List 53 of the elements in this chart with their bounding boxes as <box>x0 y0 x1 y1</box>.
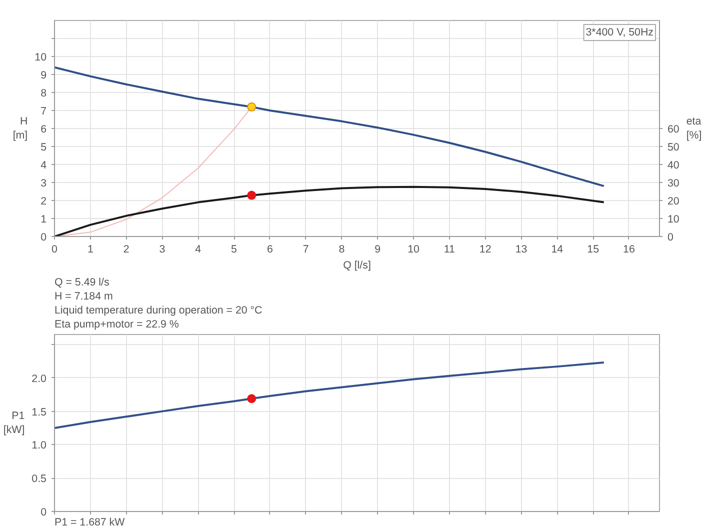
y-tick-label: 2.0 <box>32 372 47 385</box>
x-tick-label: 16 <box>623 244 635 256</box>
x-tick-label: 9 <box>374 244 381 256</box>
y2-tick-label: 20 <box>668 196 680 208</box>
y-tick-label: 0 <box>40 232 47 244</box>
line-series <box>54 66 605 188</box>
x-axis-title: Q [l/s] <box>343 260 371 272</box>
x-tick-label: 13 <box>515 244 528 256</box>
x-tick-label: 6 <box>266 244 273 256</box>
y-tick-label: 6 <box>40 124 47 136</box>
x-tick-label: 4 <box>195 244 202 256</box>
y-axis-title: P1 [kW] <box>3 410 25 436</box>
y-tick-label: 8 <box>40 88 47 100</box>
y2-tick-label: 60 <box>668 124 680 136</box>
annotation: 3*400 V, 50Hz <box>586 26 654 38</box>
y-tick-label: 10 <box>34 52 47 64</box>
x-tick-label: 1 <box>87 244 94 256</box>
text: P1 = 1.687 kW <box>54 516 126 528</box>
text: Eta pump+motor = 22.9 % <box>54 318 180 330</box>
y-tick-label: 5 <box>40 142 47 154</box>
y-tick-label: 3 <box>40 178 47 190</box>
y2-tick-label: 10 <box>668 214 680 226</box>
y2-tick-label: 50 <box>668 142 680 154</box>
y-tick-label: 0.5 <box>32 473 47 486</box>
line-series <box>54 362 605 430</box>
y2-axis-title: eta [%] <box>686 115 702 142</box>
y-tick-label: 7 <box>40 106 47 118</box>
y2-tick-label: 0 <box>668 232 674 244</box>
x-tick-label: 7 <box>302 244 309 256</box>
y-tick-label: 2 <box>40 196 47 208</box>
y-tick-label: 1 <box>40 214 47 226</box>
y2-tick-label: 40 <box>668 160 680 172</box>
y-tick-label: 9 <box>40 70 47 82</box>
y-axis-title: H [m] <box>12 115 28 142</box>
x-tick-label: 5 <box>231 244 238 256</box>
x-tick-label: 2 <box>123 244 130 256</box>
x-tick-label: 3 <box>159 244 166 256</box>
text: Q = 5.49 l/s <box>54 276 110 288</box>
x-tick-label: 11 <box>444 244 456 256</box>
x-tick-label: 14 <box>551 244 564 256</box>
y-tick-label: 1.5 <box>32 406 47 418</box>
x-tick-label: 0 <box>52 244 58 256</box>
text: Liquid temperature during operation = 20 °C <box>54 304 263 316</box>
text: H = 7.184 m <box>54 290 113 302</box>
y-tick-label: 4 <box>40 160 47 172</box>
y-tick-label: 1.0 <box>32 440 47 452</box>
x-tick-label: 15 <box>587 244 600 256</box>
y-tick-label: 0 <box>40 506 47 518</box>
line-series <box>54 186 605 236</box>
x-tick-label: 10 <box>408 244 420 256</box>
x-tick-label: 8 <box>338 244 345 256</box>
x-tick-label: 12 <box>479 244 492 256</box>
y2-tick-label: 30 <box>668 178 680 190</box>
